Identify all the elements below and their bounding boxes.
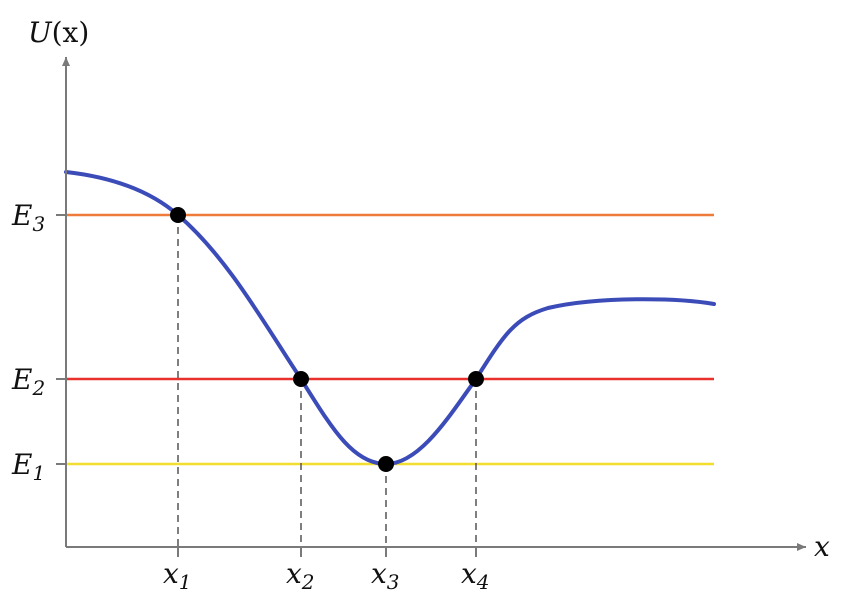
label-e2: E2 bbox=[11, 363, 45, 400]
point-e3-x1 bbox=[170, 207, 186, 223]
label-x2: x2 bbox=[286, 557, 315, 594]
label-x3: x3 bbox=[371, 557, 400, 594]
label-e3: E3 bbox=[11, 199, 45, 236]
x-axis-label: x bbox=[814, 530, 830, 563]
point-e1-x3 bbox=[378, 456, 394, 472]
label-x4: x4 bbox=[461, 557, 490, 594]
label-e1: E1 bbox=[11, 448, 45, 485]
label-x1: x1 bbox=[163, 557, 192, 594]
point-e2-x2 bbox=[293, 371, 309, 387]
y-axis-label: U(x) bbox=[28, 16, 89, 49]
point-e2-x4 bbox=[468, 371, 484, 387]
